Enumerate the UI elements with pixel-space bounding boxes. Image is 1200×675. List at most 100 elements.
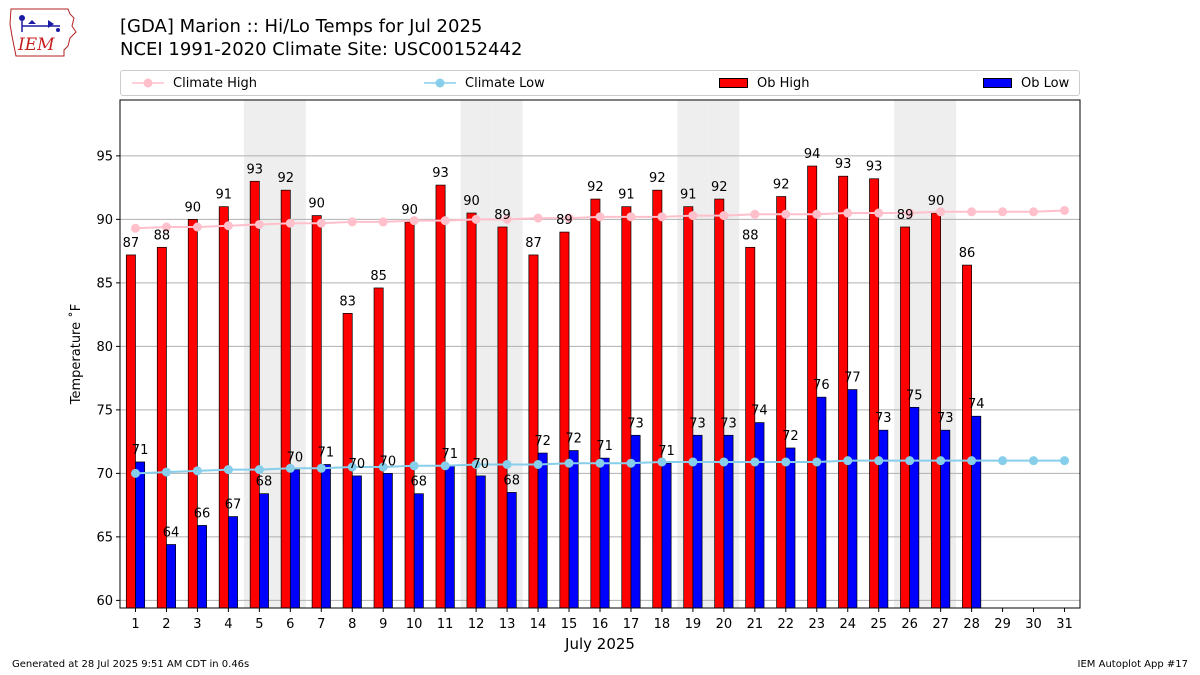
ob-high-bar — [156, 246, 167, 609]
ob-high-value-label: 89 — [556, 213, 573, 228]
ob-low-bar — [166, 544, 177, 609]
climate-high-point — [1060, 205, 1070, 215]
chart-subtitle: NCEI 1991-2020 Climate Site: USC00152442 — [120, 39, 523, 60]
climate-high-point — [130, 223, 140, 233]
ob-high-value-label: 88 — [154, 228, 171, 243]
climate-low-point — [626, 458, 636, 468]
ob-high-value-label: 90 — [185, 200, 202, 215]
ob-low-bar — [351, 475, 362, 609]
ob-low-value-label: 70 — [349, 457, 366, 472]
x-tick-label: 20 — [716, 617, 733, 632]
ob-low-bar — [785, 447, 796, 609]
ob-high-value-label: 92 — [277, 171, 294, 186]
ob-low-value-label: 75 — [906, 388, 923, 403]
ob-low-bar — [816, 396, 827, 609]
weather-station-icon — [19, 15, 25, 21]
climate-high-point — [471, 214, 481, 224]
ob-high-bar — [218, 206, 229, 609]
ob-low-bar — [599, 457, 610, 609]
climate-low-point — [192, 466, 202, 476]
climate-high-point — [502, 214, 512, 224]
climate-low-point — [781, 457, 791, 467]
x-tick-label: 17 — [623, 617, 640, 632]
legend-label: Ob Low — [1021, 75, 1070, 91]
ob-high-bar — [683, 206, 694, 609]
legend: Climate High Climate Low Ob High Ob Low — [120, 70, 1080, 96]
ob-low-value-label: 66 — [194, 506, 211, 521]
ob-high-value-label: 92 — [587, 180, 604, 195]
climate-high-point — [688, 211, 698, 221]
climate-high-point — [874, 208, 884, 218]
climate-high-point — [316, 218, 326, 228]
legend-item-ob-low: Ob Low — [983, 71, 1069, 95]
climate-low-point — [936, 456, 946, 466]
ob-low-value-label: 71 — [132, 443, 149, 458]
climate-low-point — [347, 462, 357, 472]
climate-high-point — [843, 208, 853, 218]
ob-high-value-label: 88 — [742, 228, 759, 243]
y-tick-label: 75 — [96, 403, 113, 418]
legend-item-climate-high: Climate High — [131, 71, 257, 95]
ob-low-bar — [413, 493, 424, 609]
climate-high-point — [626, 212, 636, 222]
climate-high-point — [161, 222, 171, 232]
ob-low-bar — [971, 415, 982, 609]
ob-high-value-label: 93 — [866, 160, 883, 175]
ob-low-value-label: 73 — [937, 411, 954, 426]
ob-low-bar — [475, 475, 486, 609]
climate-high-point — [1029, 207, 1039, 217]
ob-low-value-label: 77 — [844, 371, 861, 386]
legend-label: Ob High — [757, 75, 810, 91]
climate-low-point — [130, 468, 140, 478]
climate-low-point — [998, 456, 1008, 466]
y-tick-label: 65 — [96, 530, 113, 545]
ob-low-bar — [909, 406, 920, 609]
ob-high-bar — [311, 215, 322, 609]
ob-low-value-label: 73 — [689, 416, 706, 431]
x-tick-label: 11 — [437, 617, 454, 632]
x-tick-label: 27 — [932, 617, 949, 632]
ob-high-bar — [745, 246, 756, 609]
climate-high-point — [440, 216, 450, 226]
climate-low-point — [223, 465, 233, 475]
ob-low-value-label: 71 — [596, 439, 613, 454]
iem-logo: IEM — [9, 8, 77, 57]
ob-high-value-label: 89 — [494, 208, 511, 223]
ob-high-value-label: 92 — [711, 180, 728, 195]
ob-low-bar — [135, 461, 146, 609]
ob-high-value-label: 91 — [680, 188, 697, 203]
ob-low-bar — [197, 525, 207, 609]
climate-high-point — [812, 209, 822, 219]
legend-item-ob-high: Ob High — [719, 71, 810, 95]
climate-high-point — [533, 213, 543, 223]
ob-low-value-label: 71 — [318, 445, 335, 460]
climate-high-point — [409, 216, 419, 226]
app-credit: IEM Autoplot App #17 — [1077, 659, 1188, 670]
climate-high-point — [254, 219, 264, 229]
ob-high-value-label: 94 — [804, 147, 821, 162]
climate-high-swatch-icon — [132, 78, 164, 88]
x-tick-label: 25 — [870, 617, 887, 632]
ob-high-bar — [404, 221, 415, 609]
climate-high-point — [347, 217, 357, 227]
climate-high-point — [936, 207, 946, 217]
logo-text: IEM — [17, 35, 55, 55]
ob-high-bar — [125, 254, 136, 609]
ob-high-bar — [869, 178, 880, 609]
x-tick-label: 1 — [131, 617, 139, 632]
ob-low-swatch-icon — [983, 78, 1012, 88]
x-tick-label: 18 — [654, 617, 671, 632]
generated-timestamp: Generated at 28 Jul 2025 9:51 AM CDT in … — [12, 659, 250, 670]
climate-low-point — [905, 456, 915, 466]
climate-low-point — [533, 459, 543, 469]
ob-high-value-label: 86 — [959, 246, 976, 261]
climate-low-point — [750, 457, 760, 467]
climate-low-point — [316, 463, 326, 473]
ob-low-value-label: 71 — [441, 447, 458, 462]
ob-high-bar — [652, 189, 663, 609]
x-axis-label: July 2025 — [564, 635, 635, 653]
climate-low-point — [409, 461, 419, 471]
climate-high-point — [223, 221, 233, 231]
x-tick-label: 12 — [468, 617, 485, 632]
